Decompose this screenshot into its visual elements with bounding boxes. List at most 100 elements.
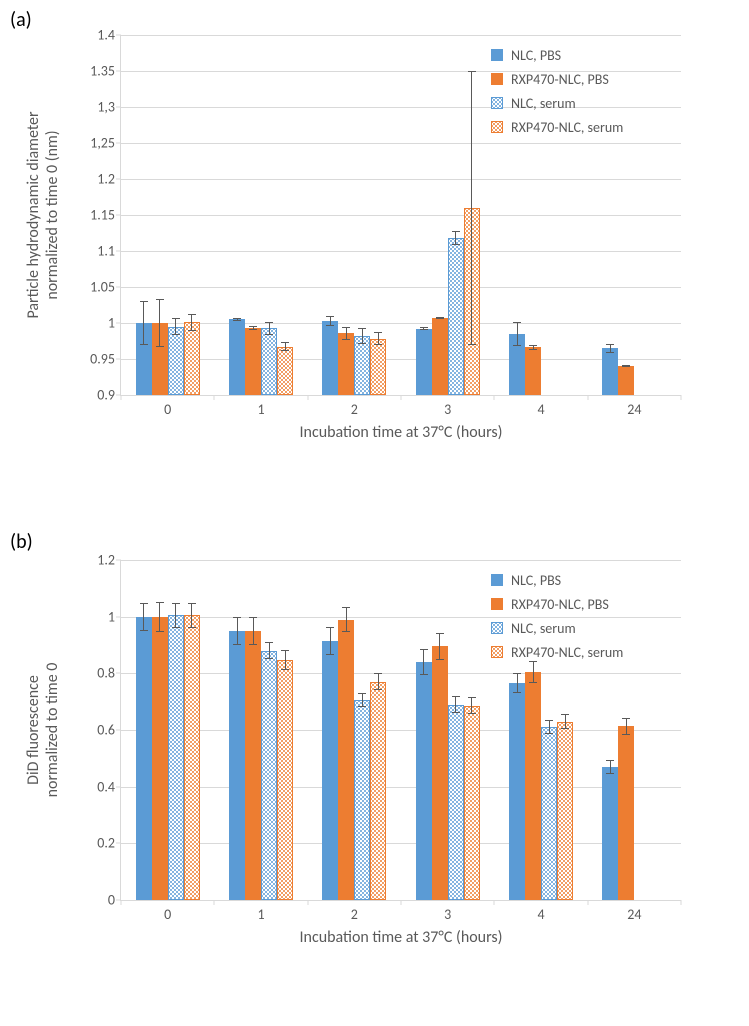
- x-tick-label: 4: [537, 395, 544, 418]
- legend-swatch: [491, 598, 503, 610]
- chart-bar: [557, 722, 573, 901]
- chart-bar: [416, 662, 432, 900]
- x-tick-mark: [401, 395, 402, 400]
- x-tick-mark: [587, 900, 588, 905]
- legend-item: NLC, PBS: [491, 568, 623, 592]
- y-tick-label: 1.2: [97, 552, 121, 569]
- grid-line: [121, 359, 681, 360]
- grid-line: [121, 323, 681, 324]
- chart-bar: [245, 631, 261, 900]
- chart-bar: [136, 617, 152, 900]
- chart-bar: [229, 319, 245, 395]
- legend-item: RXP470-NLC, PBS: [491, 592, 623, 616]
- chart-bar: [602, 348, 618, 395]
- y-tick-label: 1.2: [97, 171, 121, 188]
- legend-swatch: [491, 121, 503, 133]
- legend-item: RXP470-NLC, PBS: [491, 67, 623, 91]
- x-tick-label: 24: [627, 395, 641, 418]
- grid-line: [121, 215, 681, 216]
- y-tick-label: 1,25: [90, 135, 121, 152]
- x-tick-label: 2: [351, 395, 358, 418]
- chart-bar: [184, 615, 200, 900]
- page: (a) 0.90.9511.051.11.151.21,251,31.351.4…: [0, 0, 749, 1026]
- x-axis-label: Incubation time at 37°C (hours): [300, 423, 503, 442]
- chart-bar: [168, 327, 184, 395]
- legend-label: NLC, serum: [511, 95, 576, 112]
- chart-bar: [432, 646, 448, 900]
- x-tick-mark: [121, 395, 122, 400]
- chart-bar: [338, 333, 354, 395]
- legend-swatch: [491, 622, 503, 634]
- grid-line: [121, 560, 681, 561]
- legend-swatch: [491, 574, 503, 586]
- grid-line: [121, 179, 681, 180]
- y-tick-label: 0.95: [90, 351, 121, 368]
- y-axis-label: Particle hydrodynamic diameternormalized…: [24, 111, 62, 318]
- legend-item: NLC, PBS: [491, 43, 623, 67]
- grid-line: [121, 787, 681, 788]
- x-tick-mark: [494, 395, 495, 400]
- legend-label: RXP470-NLC, PBS: [511, 71, 609, 88]
- legend-label: NLC, PBS: [511, 572, 561, 589]
- legend-swatch: [491, 646, 503, 658]
- chart-bar: [152, 617, 168, 900]
- y-tick-label: 1: [108, 315, 121, 332]
- legend-label: RXP470-NLC, PBS: [511, 596, 609, 613]
- plot-area: 00.20.40.60.811.20123424Incubation time …: [120, 560, 681, 901]
- x-tick-mark: [681, 900, 682, 905]
- chart-bar: [168, 615, 184, 900]
- chart-bar: [509, 683, 525, 900]
- grid-line: [121, 673, 681, 674]
- x-tick-mark: [214, 900, 215, 905]
- chart-bar: [338, 620, 354, 901]
- chart-bar: [370, 682, 386, 900]
- x-tick-mark: [401, 900, 402, 905]
- panel-b-label: (b): [10, 530, 33, 554]
- chart-bar: [354, 336, 370, 395]
- chart-bar: [370, 339, 386, 395]
- chart-bar: [432, 318, 448, 395]
- legend-item: NLC, serum: [491, 616, 623, 640]
- x-tick-mark: [587, 395, 588, 400]
- chart-bar: [229, 631, 245, 900]
- y-tick-label: 0.6: [97, 722, 121, 739]
- plot-area: 0.90.9511.051.11.151.21,251,31.351.40123…: [120, 35, 681, 396]
- panel-b: (b) 00.20.40.60.811.20123424Incubation t…: [0, 530, 749, 1020]
- chart-bar: [277, 347, 293, 395]
- x-tick-label: 1: [257, 395, 264, 418]
- legend-item: RXP470-NLC, serum: [491, 640, 623, 664]
- legend: NLC, PBS RXP470-NLC, PBS NLC, serumRXP470-…: [491, 568, 623, 664]
- x-axis-label: Incubation time at 37°C (hours): [300, 928, 503, 947]
- chart-bar: [354, 700, 370, 900]
- legend-swatch: [491, 73, 503, 85]
- chart-bar: [618, 726, 634, 900]
- chart-b: 00.20.40.60.811.20123424Incubation time …: [120, 560, 720, 980]
- legend-item: RXP470-NLC, serum: [491, 115, 623, 139]
- panel-a-label: (a): [10, 8, 32, 32]
- chart-bar: [277, 660, 293, 900]
- x-tick-mark: [121, 900, 122, 905]
- chart-bar: [618, 366, 634, 395]
- x-tick-label: 3: [444, 900, 451, 923]
- grid-line: [121, 287, 681, 288]
- x-tick-mark: [494, 900, 495, 905]
- x-tick-label: 1: [257, 900, 264, 923]
- legend-swatch: [491, 49, 503, 61]
- legend-label: RXP470-NLC, serum: [511, 119, 623, 136]
- chart-bar: [322, 321, 338, 395]
- chart-a: 0.90.9511.051.11.151.21,251,31.351.40123…: [120, 35, 720, 465]
- grid-line: [121, 35, 681, 36]
- y-tick-label: 0.9: [97, 387, 121, 404]
- legend: NLC, PBS RXP470-NLC, PBS NLC, serum RXP470-…: [491, 43, 623, 139]
- chart-bar: [448, 238, 464, 395]
- x-tick-label: 0: [164, 395, 171, 418]
- chart-bar: [602, 767, 618, 900]
- panel-a: (a) 0.90.9511.051.11.151.21,251,31.351.4…: [0, 0, 749, 510]
- x-tick-label: 2: [351, 900, 358, 923]
- y-tick-label: 0.8: [97, 665, 121, 682]
- grid-line: [121, 730, 681, 731]
- grid-line: [121, 251, 681, 252]
- x-tick-mark: [307, 900, 308, 905]
- grid-line: [121, 143, 681, 144]
- x-tick-mark: [307, 395, 308, 400]
